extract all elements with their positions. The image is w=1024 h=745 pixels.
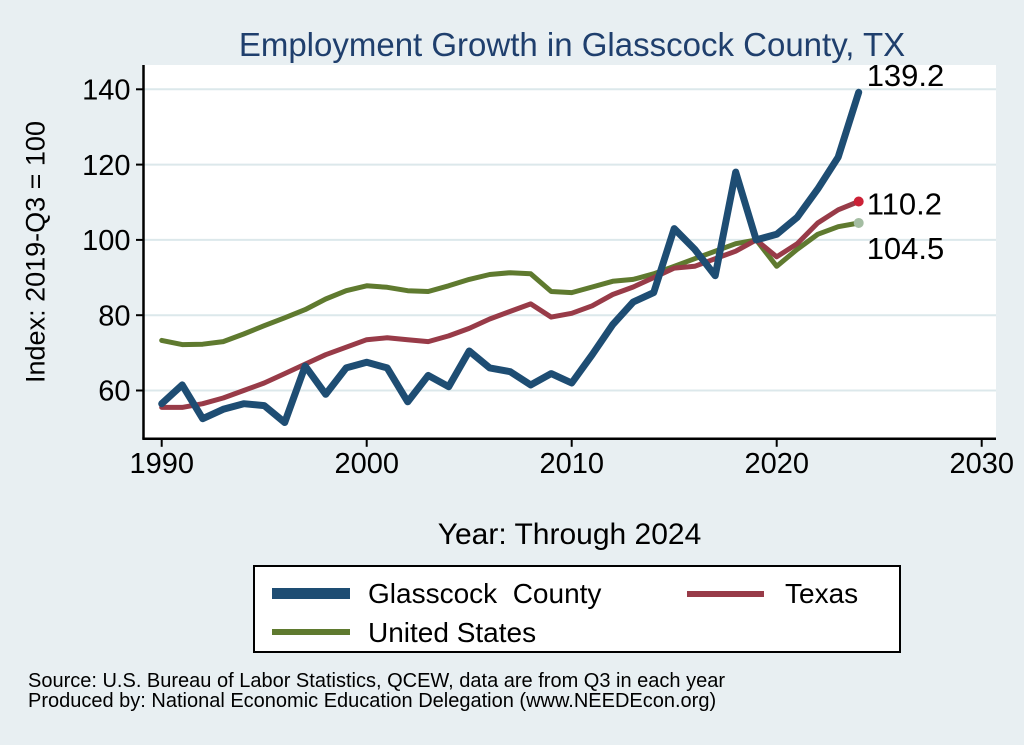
legend-label-united-states: United States <box>368 617 537 648</box>
end-label-texas: 110.2 <box>867 186 942 221</box>
series-line-texas <box>159 199 862 410</box>
end-label-glasscock-county: 139.2 <box>867 58 945 93</box>
footer-producer-line: Produced by: National Economic Education… <box>28 690 717 712</box>
footer-source-line: Source: U.S. Bureau of Labor Statistics,… <box>28 670 725 692</box>
x-tick-label: 2010 <box>539 448 604 480</box>
legend-swatch-united-states <box>272 629 350 635</box>
y-tick-label: 80 <box>98 300 130 332</box>
plot-area <box>143 65 996 439</box>
legend-swatch-glasscock-county <box>272 588 350 599</box>
end-dot-texas <box>853 196 864 207</box>
y-tick-label: 100 <box>82 225 130 257</box>
x-tick-label: 1990 <box>129 448 194 480</box>
x-tick-label: 2020 <box>744 448 809 480</box>
y-tick-label: 120 <box>82 150 130 182</box>
series-line-united-states <box>159 220 862 348</box>
y-tick-label: 60 <box>98 376 130 408</box>
chart-title: Employment Growth in Glasscock County, T… <box>238 26 906 63</box>
y-axis-title: Index: 2019-Q3 = 100 <box>20 121 51 383</box>
y-tick-label: 140 <box>82 74 130 106</box>
footer-notes: Source: U.S. Bureau of Labor Statistics,… <box>28 671 725 711</box>
x-tick-label: 2030 <box>949 448 1014 480</box>
x-tick-label: 2000 <box>334 448 399 480</box>
legend-swatch-texas <box>687 591 764 597</box>
legend-label-texas: Texas <box>785 578 859 609</box>
legend-box: Glasscock County Texas United States <box>253 565 901 653</box>
x-axis-title: Year: Through 2024 <box>437 518 702 551</box>
end-label-united-states: 104.5 <box>867 231 945 266</box>
legend-label-glasscock-county: Glasscock County <box>368 578 602 609</box>
end-dot-united-states <box>853 217 864 228</box>
series-line-glasscock-county <box>158 88 863 426</box>
